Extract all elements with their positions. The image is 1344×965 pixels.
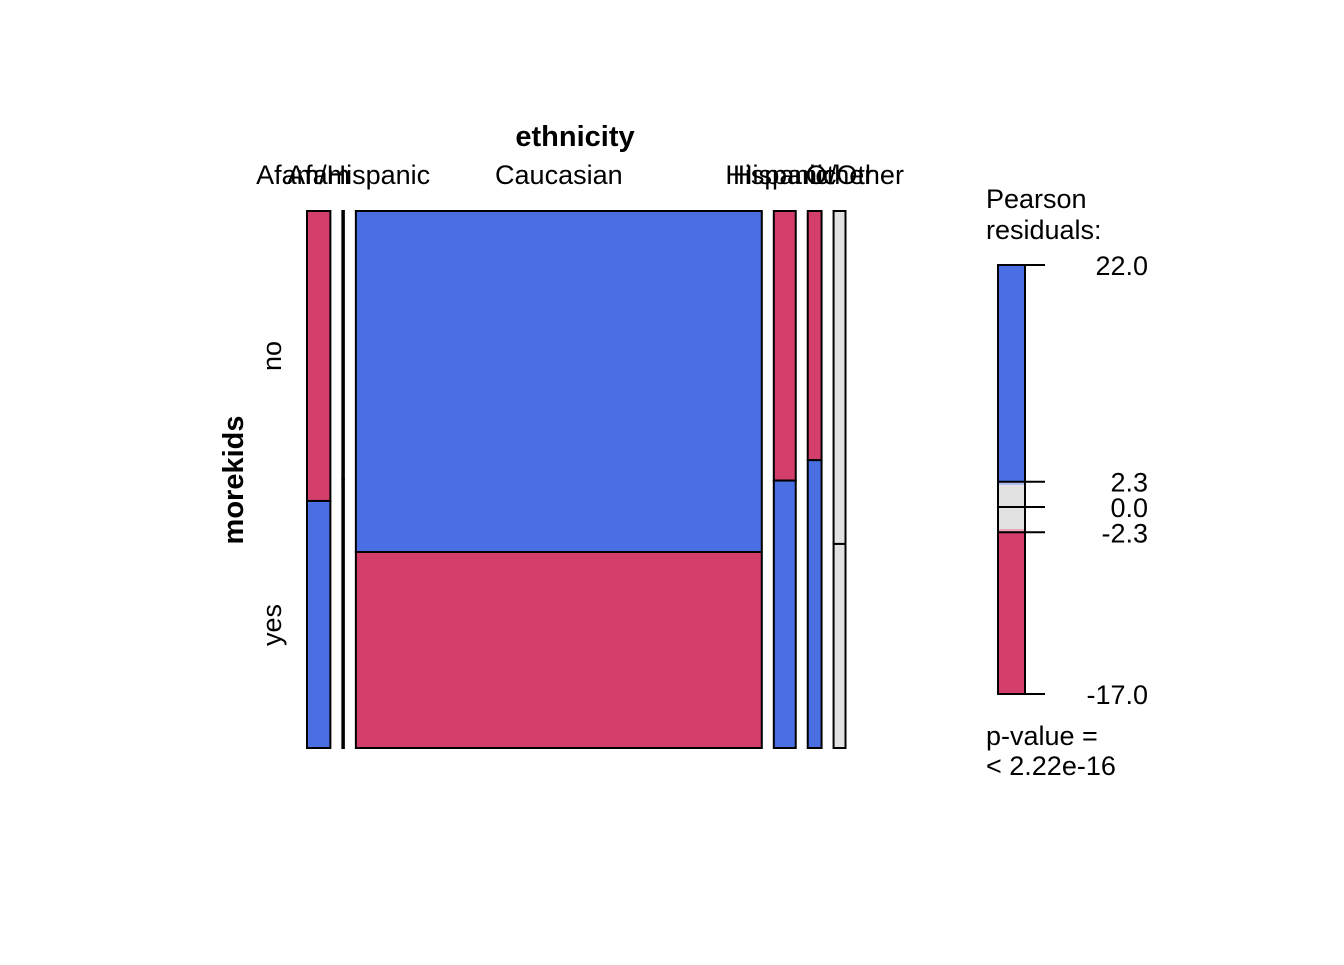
cell-caucasian-no [354,210,763,553]
legend-ticks: 22.0 2.30.0-2.3 -17.0 [998,251,1148,710]
legend-title-line1: Pearson [986,184,1087,214]
cell-afam-hispanic-no [341,210,345,481]
cell-hispanic-other-no [806,210,823,462]
legend-tick-label: -2.3 [1101,518,1148,548]
y-axis-title: morekids [218,416,250,545]
residual-legend: Pearson residuals: 22.0 2.30.0-2.3 -17.0 p… [986,184,1148,781]
cell-afam-no [306,210,332,502]
legend-segment-strong-negative [998,532,1025,694]
x-axis-title: ethnicity [515,121,634,153]
cell-hispanic-other-yes [806,459,823,749]
x-tick-label-hispanic-other: Hispanic/Other [725,160,904,190]
p-value-value: < 2.22e-16 [986,751,1116,781]
legend-tick-label: 22.0 [1095,251,1148,281]
legend-segment-weak-negative [998,529,1025,533]
cell-afam-yes [306,499,332,750]
legend-tick-label: 2.3 [1110,468,1148,498]
legend-tick-label: -17.0 [1086,680,1148,710]
x-tick-label-afam: Afam [287,160,350,190]
legend-tick-label: 0.0 [1110,493,1148,523]
cell-afam-hispanic-yes [341,478,345,749]
y-level-label-yes: yes [257,604,287,646]
legend-color-bar [997,264,1026,695]
x-tick-label-afam-hispanic: Afam/Hispanic [256,160,430,190]
cell-other-no [832,210,847,545]
cell-hispanic-no [772,210,797,482]
x-tick-label-caucasian: Caucasian [495,160,623,190]
x-tick-label-hispanic: Hispanic [733,160,837,190]
mosaic-cells [306,210,847,750]
x-tick-label-other: Other [806,160,874,190]
cell-other-yes [832,542,847,749]
p-value-label: p-value = [986,721,1098,751]
legend-segment-strong-positive [998,265,1025,482]
cell-hispanic-yes [772,479,797,749]
legend-title-line2: residuals: [986,215,1102,245]
legend-segment-weak-positive [998,481,1025,485]
y-level-label-no: no [257,341,287,371]
cell-caucasian-yes [354,550,763,749]
